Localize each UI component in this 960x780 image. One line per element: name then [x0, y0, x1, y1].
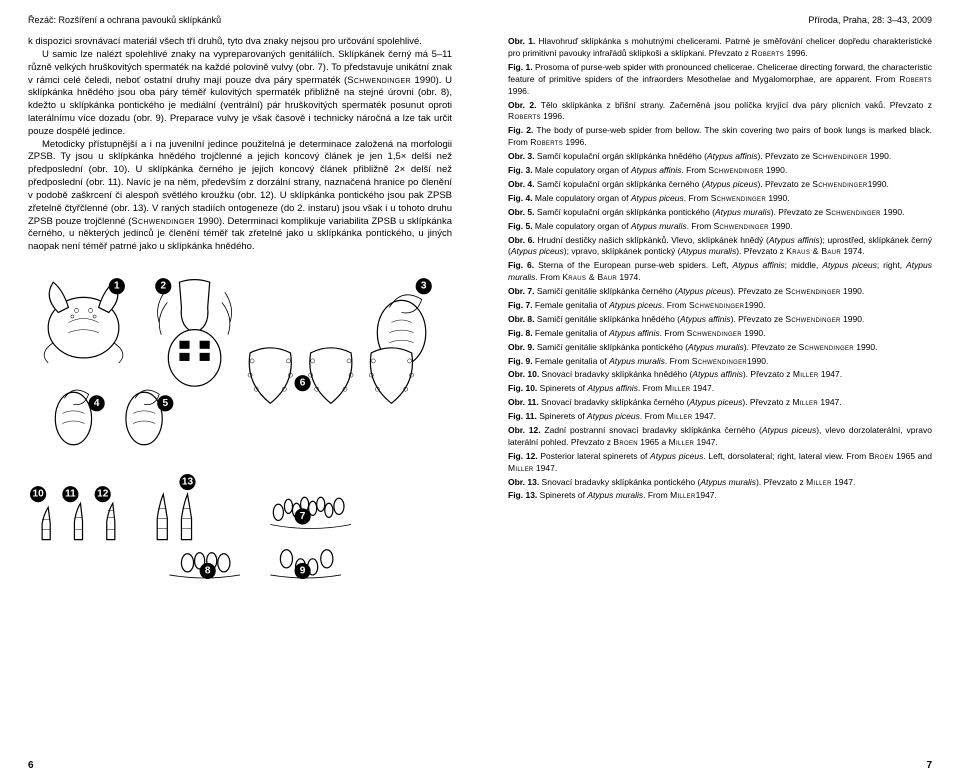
svg-text:1: 1	[114, 281, 120, 292]
caption-line: Obr. 4. Samčí kopulační orgán sklípkánka…	[508, 179, 932, 191]
svg-text:6: 6	[300, 378, 306, 389]
caption-line: Obr. 7. Samičí genitálie sklípkánka čern…	[508, 286, 932, 298]
caption-line: Obr. 1. Hlavohruď sklípkánka s mohutnými…	[508, 36, 932, 60]
svg-text:8: 8	[205, 565, 211, 576]
svg-text:9: 9	[300, 565, 306, 576]
caption-line: Fig. 4. Male copulatory organ of Atypus …	[508, 193, 932, 205]
caption-line: Fig. 10. Spinerets of Atypus affinis. Fr…	[508, 383, 932, 395]
figure-plate: 12345678910111213	[28, 262, 452, 600]
caption-line: Fig. 3. Male copulatory organ of Atypus …	[508, 165, 932, 177]
figure-captions: Obr. 1. Hlavohruď sklípkánka s mohutnými…	[508, 36, 932, 502]
caption-line: Fig. 9. Female genitalia of Atypus mural…	[508, 356, 932, 368]
right-page: Příroda, Praha, 28: 3–43, 2009 Obr. 1. H…	[480, 0, 960, 780]
caption-line: Fig. 11. Spinerets of Atypus piceus. Fro…	[508, 411, 932, 423]
caption-line: Obr. 2. Tělo sklípkánka z břišní strany.…	[508, 100, 932, 124]
caption-line: Obr. 3. Samčí kopulační orgán sklípkánka…	[508, 151, 932, 163]
svg-text:4: 4	[94, 398, 100, 409]
svg-text:5: 5	[162, 398, 168, 409]
caption-line: Fig. 13. Spinerets of Atypus muralis. Fr…	[508, 490, 932, 502]
caption-line: Fig. 7. Female genitalia of Atypus piceu…	[508, 300, 932, 312]
svg-text:10: 10	[32, 489, 44, 500]
running-head-left: Řezáč: Rozšíření a ochrana pavouků sklíp…	[28, 14, 452, 26]
caption-line: Fig. 1. Prosoma of purse-web spider with…	[508, 62, 932, 98]
svg-text:7: 7	[300, 511, 306, 522]
svg-text:12: 12	[97, 489, 109, 500]
svg-text:13: 13	[182, 477, 194, 488]
svg-text:3: 3	[421, 281, 427, 292]
running-head-right: Příroda, Praha, 28: 3–43, 2009	[508, 14, 932, 26]
caption-line: Obr. 12. Zadní postranní snovací bradavk…	[508, 425, 932, 449]
caption-line: Fig. 2. The body of purse-web spider fro…	[508, 125, 932, 149]
caption-line: Fig. 5. Male copulatory organ of Atypus …	[508, 221, 932, 233]
caption-line: Fig. 8. Female genitalia of Atypus affin…	[508, 328, 932, 340]
caption-line: Obr. 10. Snovací bradavky sklípkánka hně…	[508, 369, 932, 381]
svg-text:2: 2	[160, 281, 166, 292]
caption-line: Fig. 6. Sterna of the European purse-web…	[508, 260, 932, 284]
page-number-right: 7	[926, 759, 932, 773]
left-page: Řezáč: Rozšíření a ochrana pavouků sklíp…	[0, 0, 480, 780]
page-number-left: 6	[28, 759, 34, 773]
caption-line: Obr. 5. Samčí kopulační orgán sklípkánka…	[508, 207, 932, 219]
body-text-left: k dispozici srovnávací materiál všech tř…	[28, 36, 452, 254]
caption-line: Obr. 8. Samičí genitálie sklípkánka hněd…	[508, 314, 932, 326]
caption-line: Obr. 6. Hrudní destičky našich sklípkánk…	[508, 235, 932, 259]
caption-line: Fig. 12. Posterior lateral spinerets of …	[508, 451, 932, 475]
caption-line: Obr. 11. Snovací bradavky sklípkánka čer…	[508, 397, 932, 409]
caption-line: Obr. 13. Snovací bradavky sklípkánka pon…	[508, 477, 932, 489]
svg-text:11: 11	[65, 489, 76, 500]
caption-line: Obr. 9. Samičí genitálie sklípkánka pont…	[508, 342, 932, 354]
